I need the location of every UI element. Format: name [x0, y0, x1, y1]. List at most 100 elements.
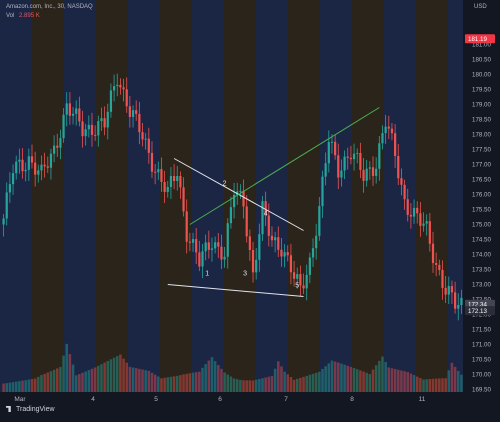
volume-bar	[422, 379, 425, 392]
candle-body	[239, 190, 242, 192]
candle-body	[214, 242, 217, 249]
candle-body	[343, 156, 346, 171]
volume-bar	[431, 378, 435, 392]
price-tick-label: 179.50	[472, 87, 491, 94]
price-tick-label: 180.00	[472, 72, 491, 79]
volume-bar	[374, 365, 378, 392]
candle-body	[428, 221, 431, 244]
candlesticks	[2, 73, 463, 321]
candle-body	[299, 274, 302, 286]
volume-bar	[84, 371, 87, 392]
volume-bar	[239, 379, 242, 392]
volume-bar	[55, 368, 59, 392]
vol-value: 2.895 K	[19, 13, 40, 19]
candle-body	[52, 145, 56, 154]
currency-label: USD	[474, 4, 487, 10]
volume-bar	[295, 378, 299, 392]
volume-bar	[59, 367, 62, 392]
volume-bar	[191, 372, 195, 392]
price-tick-label: 172.00	[472, 312, 491, 319]
green-trendline	[189, 107, 380, 225]
volume-bar	[8, 382, 12, 392]
volume-bar	[52, 369, 56, 392]
volume-bar	[71, 364, 75, 392]
volume-bar	[346, 365, 350, 392]
price-tick-label: 170.50	[472, 357, 491, 364]
volume-bar	[46, 372, 50, 392]
candle-body	[368, 167, 371, 169]
candle-body	[172, 176, 176, 181]
candle-body	[18, 159, 21, 162]
price-tick-label: 170.00	[472, 372, 491, 379]
candle-body	[460, 297, 463, 306]
volume-bar	[147, 370, 151, 392]
candle-body	[8, 184, 11, 193]
volume-bar	[68, 354, 72, 392]
price-tick-label: 178.50	[472, 117, 491, 124]
price-tick-label: 180.50	[472, 57, 491, 64]
volume-bar	[210, 357, 214, 392]
volume-bar	[153, 374, 157, 392]
volume-bar	[447, 370, 451, 392]
volume-bar	[368, 374, 372, 392]
candle-body	[305, 274, 308, 289]
volume-bar	[11, 382, 15, 392]
candle-body	[78, 108, 81, 122]
wave-label: 3	[243, 271, 247, 278]
price-tick-label: 173.50	[472, 267, 491, 274]
candle-body	[334, 141, 337, 156]
session-band	[352, 0, 384, 392]
volume-bar	[5, 383, 8, 392]
volume-bar	[188, 373, 192, 392]
candle-body	[106, 111, 109, 128]
candle-body	[450, 286, 454, 293]
time-tick-label: 11	[419, 396, 426, 403]
volume-bar	[327, 363, 331, 392]
candle-body	[210, 248, 214, 250]
volume-bar	[163, 377, 166, 392]
volume-bar	[62, 355, 65, 392]
volume-bar	[134, 368, 138, 392]
volume-bar	[283, 371, 286, 392]
volume-bar	[362, 371, 365, 392]
candle-body	[217, 242, 220, 247]
time-tick-label: Mar	[14, 396, 26, 403]
wave-label: 2	[223, 181, 227, 188]
candle-body	[280, 249, 283, 257]
candle-body	[141, 132, 144, 140]
brand-text: TradingView	[16, 406, 55, 413]
candle-body	[365, 168, 368, 181]
session-band	[256, 0, 288, 392]
volume-bar	[201, 367, 204, 392]
candle-body	[71, 113, 75, 116]
volume-bar	[321, 368, 324, 392]
volume-bar	[90, 368, 94, 392]
candle-body	[352, 153, 356, 160]
volume-bar	[393, 368, 397, 392]
candle-body	[248, 236, 251, 251]
session-band	[160, 0, 192, 392]
volume-bar	[27, 379, 31, 392]
session-band	[288, 0, 320, 392]
candle-body	[371, 167, 375, 176]
candle-body	[318, 206, 321, 236]
price-axis: 169.50170.00170.50171.00171.50172.00172.…	[465, 34, 495, 394]
volume-bar	[78, 374, 81, 392]
candle-body	[37, 170, 40, 175]
volume-bar	[81, 372, 84, 392]
candle-body	[412, 207, 416, 217]
candle-body	[166, 186, 169, 192]
volume-bar	[314, 372, 318, 392]
candle-body	[349, 157, 353, 160]
candle-body	[30, 156, 34, 163]
candle-body	[15, 161, 18, 174]
volume-bar	[30, 379, 34, 392]
volume-bar	[324, 366, 327, 392]
time-tick-label: 7	[284, 396, 288, 403]
candle-body	[163, 181, 166, 192]
volume-bar	[302, 376, 305, 392]
candle-body	[116, 84, 119, 87]
candle-body	[46, 166, 49, 168]
volume-bar	[194, 372, 198, 392]
